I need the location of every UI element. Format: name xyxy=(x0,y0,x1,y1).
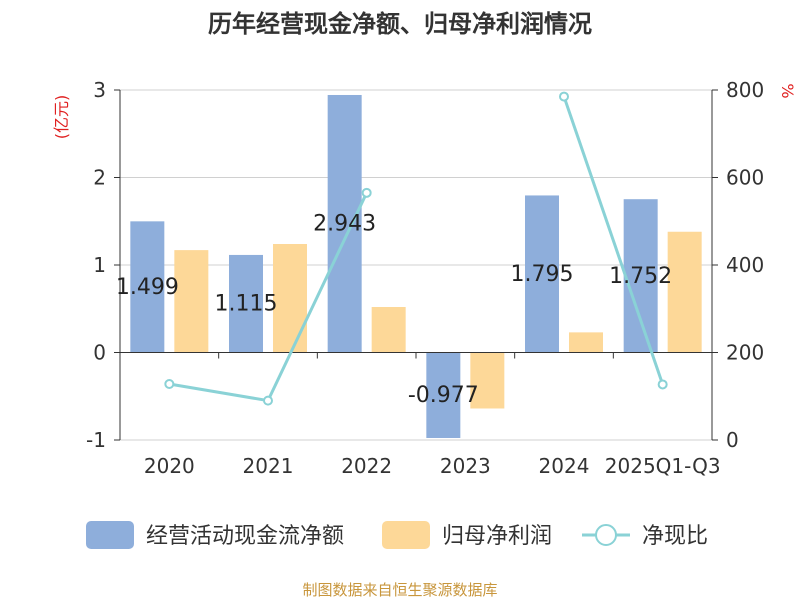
ratio-line xyxy=(562,96,665,385)
bar-value-label: 1.795 xyxy=(511,262,574,287)
source-footer: 制图数据来自恒生聚源数据库 xyxy=(302,581,497,599)
bar-value-label: 2.943 xyxy=(313,212,376,237)
left-tick-label: 1 xyxy=(93,253,106,277)
right-tick-label: 600 xyxy=(726,166,764,190)
bar-cashflow xyxy=(623,199,658,353)
bar-netprofit xyxy=(667,231,702,353)
line-series xyxy=(164,91,668,406)
right-axis-unit: % xyxy=(778,83,797,98)
legend-label: 归母净利润 xyxy=(442,524,552,549)
bar-netprofit xyxy=(273,244,307,353)
chart-title: 历年经营现金净额、归母净利润情况 xyxy=(208,10,592,38)
ratio-point xyxy=(164,379,175,389)
ratio-point xyxy=(263,395,273,406)
bar-cashflow xyxy=(229,254,263,353)
left-axis-unit: (亿元) xyxy=(52,95,71,140)
category-label: 2021 xyxy=(243,454,294,478)
legend-swatch xyxy=(382,521,430,549)
legend-label: 净现比 xyxy=(642,524,708,549)
left-tick-label: 0 xyxy=(93,341,106,365)
bar-value-label: 1.115 xyxy=(215,292,278,317)
bars xyxy=(130,94,702,438)
category-label: 2024 xyxy=(539,454,590,478)
right-tick-label: 200 xyxy=(726,341,764,365)
category-label: 2025Q1-Q3 xyxy=(605,454,721,478)
right-tick-label: 800 xyxy=(726,78,764,102)
bar-value-label: 1.752 xyxy=(609,264,672,289)
left-tick-label: 2 xyxy=(93,166,106,190)
left-tick-label: 3 xyxy=(93,78,106,102)
legend: 经营活动现金流净额 归母净利润 净现比 xyxy=(86,521,708,549)
bar-cashflow xyxy=(426,352,461,438)
bar-netprofit xyxy=(174,250,209,353)
ratio-point xyxy=(361,187,372,198)
legend-marker xyxy=(595,524,617,546)
right-tick-label: 0 xyxy=(726,428,739,452)
category-label: 2022 xyxy=(341,454,392,478)
right-tick-label: 400 xyxy=(726,253,764,277)
ratio-point xyxy=(657,379,668,390)
legend-swatch xyxy=(86,521,134,549)
bar-value-label: 1.499 xyxy=(116,275,179,300)
bar-netprofit xyxy=(569,332,603,353)
axes: -1 0 1 2 3 0 200 400 600 800 2020 2021 2022 2023 2024 2… xyxy=(86,78,764,478)
bar-cashflow xyxy=(525,195,559,353)
category-label: 2020 xyxy=(144,454,195,478)
bar-netprofit xyxy=(470,352,505,409)
category-label: 2023 xyxy=(440,454,491,478)
left-tick-label: -1 xyxy=(86,428,106,452)
bar-value-label: -0.977 xyxy=(408,383,479,408)
bar-cashflow xyxy=(327,94,362,353)
data-labels: 1.499 1.115 2.943 -0.977 1.795 1.752 xyxy=(116,212,672,409)
ratio-point xyxy=(559,91,569,102)
bar-netprofit xyxy=(371,307,406,353)
bar-cashflow xyxy=(130,221,165,353)
legend-label: 经营活动现金流净额 xyxy=(146,524,344,549)
